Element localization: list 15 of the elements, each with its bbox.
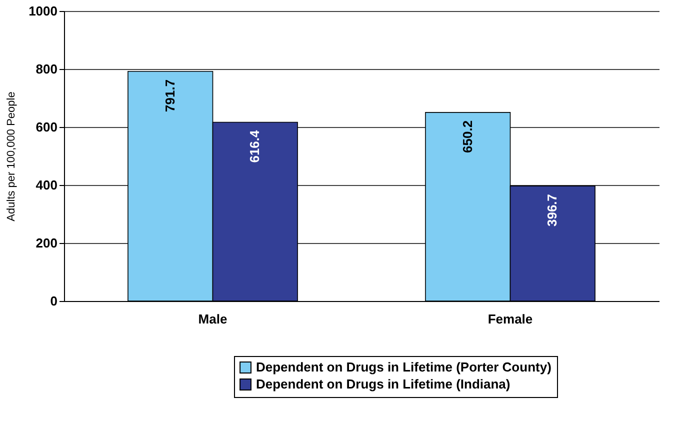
legend-label: Dependent on Drugs in Lifetime (Porter County) xyxy=(256,360,552,374)
data-label: 396.7 xyxy=(544,194,560,227)
legend-label: Dependent on Drugs in Lifetime (Indiana) xyxy=(256,376,510,392)
y-tick-label: 400 xyxy=(36,178,58,192)
y-tick-label: 0 xyxy=(50,294,58,308)
y-tick-label: 200 xyxy=(36,236,58,250)
x-tick-label: Female xyxy=(488,312,533,326)
y-tick-label: 1000 xyxy=(28,4,58,18)
data-label: 616.4 xyxy=(247,129,262,163)
x-tick-label: Male xyxy=(198,312,228,326)
y-tick-label: 800 xyxy=(36,62,58,76)
y-axis-title: Adults per 100,000 People xyxy=(6,92,18,222)
data-label: 650.2 xyxy=(460,120,475,153)
data-label: 791.7 xyxy=(162,79,178,112)
y-tick-label: 600 xyxy=(36,120,58,134)
